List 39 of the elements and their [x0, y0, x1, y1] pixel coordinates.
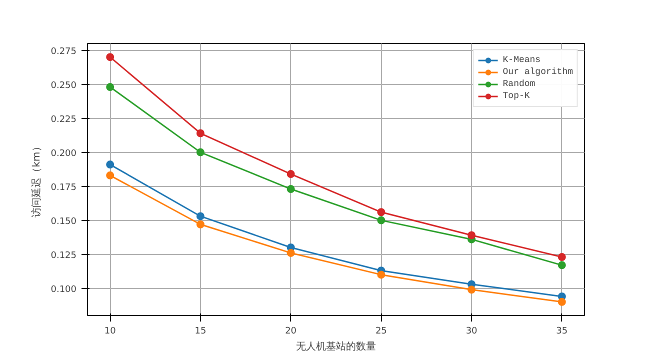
legend-label: Our algorithm	[502, 66, 573, 78]
point	[558, 253, 566, 262]
y-tick-label: 0.125	[50, 250, 76, 261]
x-tick-label: 10	[104, 326, 116, 336]
x-tick-label: 25	[375, 326, 387, 336]
point	[558, 261, 566, 270]
y-tick-label: 0.175	[50, 182, 76, 193]
point	[377, 216, 386, 224]
point	[106, 53, 114, 62]
y-tick-label: 0.250	[50, 80, 77, 91]
legend-label: Top-K	[502, 90, 530, 102]
point	[196, 220, 204, 228]
point	[377, 270, 386, 279]
point	[196, 212, 204, 220]
x-tick-label: 30	[466, 326, 478, 336]
y-tick-label: 0.200	[50, 148, 77, 159]
point	[377, 208, 386, 216]
point	[558, 298, 566, 306]
y-tick-label: 0.225	[50, 114, 76, 125]
x-axis-title: 无人机基站的数量	[296, 340, 376, 352]
point	[196, 148, 204, 156]
legend-label: Random	[502, 78, 536, 90]
point	[106, 171, 114, 180]
y-tick-label: 0.150	[50, 216, 77, 227]
point	[286, 248, 295, 257]
point	[468, 231, 476, 240]
legend-label: K-Means	[502, 54, 541, 66]
y-tick-label: 0.275	[50, 46, 76, 57]
x-tick-label: 20	[285, 326, 297, 336]
y-axis-title: 访问延迟（km）	[30, 142, 43, 218]
point	[106, 160, 114, 169]
point	[196, 129, 204, 138]
x-tick-label: 15	[194, 326, 206, 336]
point	[286, 170, 295, 178]
point	[286, 185, 295, 194]
x-tick-label: 35	[556, 326, 568, 336]
point	[468, 286, 476, 294]
point	[106, 83, 114, 92]
y-tick-label: 0.100	[50, 284, 77, 295]
